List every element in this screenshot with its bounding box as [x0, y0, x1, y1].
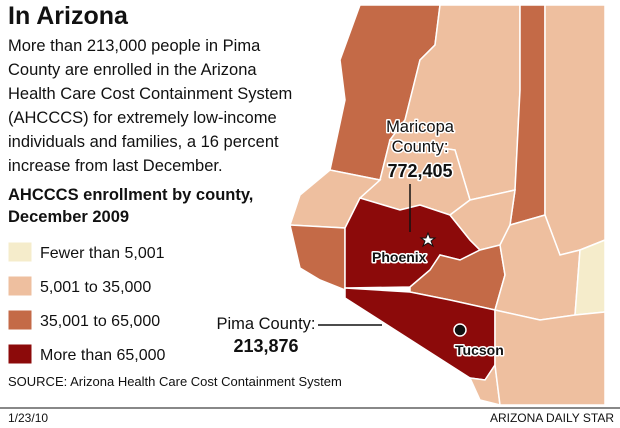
legend-label: More than 65,000 — [40, 347, 166, 364]
pima-value: 213,876 — [233, 336, 298, 356]
legend-label: 5,001 to 35,000 — [40, 279, 151, 296]
county-yuma — [289, 224, 346, 292]
description-line: County are enrolled in the Arizona — [8, 61, 257, 79]
maricopa-value: 772,405 — [387, 161, 452, 181]
arizona-map — [288, 4, 606, 406]
county-apache — [544, 4, 606, 256]
legend-title: AHCCCS enrollment by county, — [8, 186, 253, 204]
legend-swatch — [7, 309, 33, 331]
source: SOURCE: Arizona Health Care Cost Contain… — [8, 374, 342, 389]
footer-publisher: ARIZONA DAILY STAR — [490, 411, 614, 425]
maricopa-label: County: — [392, 138, 449, 156]
title: In Arizona — [8, 2, 129, 30]
county-greenlee — [574, 238, 606, 316]
description-line: More than 213,000 people in Pima — [8, 37, 261, 55]
legend-swatch — [7, 343, 33, 365]
maricopa-label: Maricopa — [386, 118, 455, 136]
legend-label: 35,001 to 65,000 — [40, 313, 160, 330]
legend-title: December 2009 — [8, 208, 129, 226]
city-dot — [453, 323, 467, 337]
legend-label: Fewer than 5,001 — [40, 245, 165, 262]
description-line: Health Care Cost Containment System — [8, 85, 292, 103]
pima-label: Pima County: — [216, 315, 315, 333]
legend-swatch — [7, 241, 33, 263]
county-cochise — [494, 309, 606, 406]
capital-star — [419, 231, 437, 248]
city-label: Tucson — [455, 342, 504, 358]
city-label: Phoenix — [372, 249, 427, 265]
legend-swatch — [7, 275, 33, 297]
description-line: individuals and families, a 16 percent — [8, 133, 279, 151]
footer-date: 1/23/10 — [8, 411, 48, 425]
description-line: (AHCCCS) for extremely low-income — [8, 109, 277, 127]
description-line: increase from last December. — [8, 157, 223, 175]
